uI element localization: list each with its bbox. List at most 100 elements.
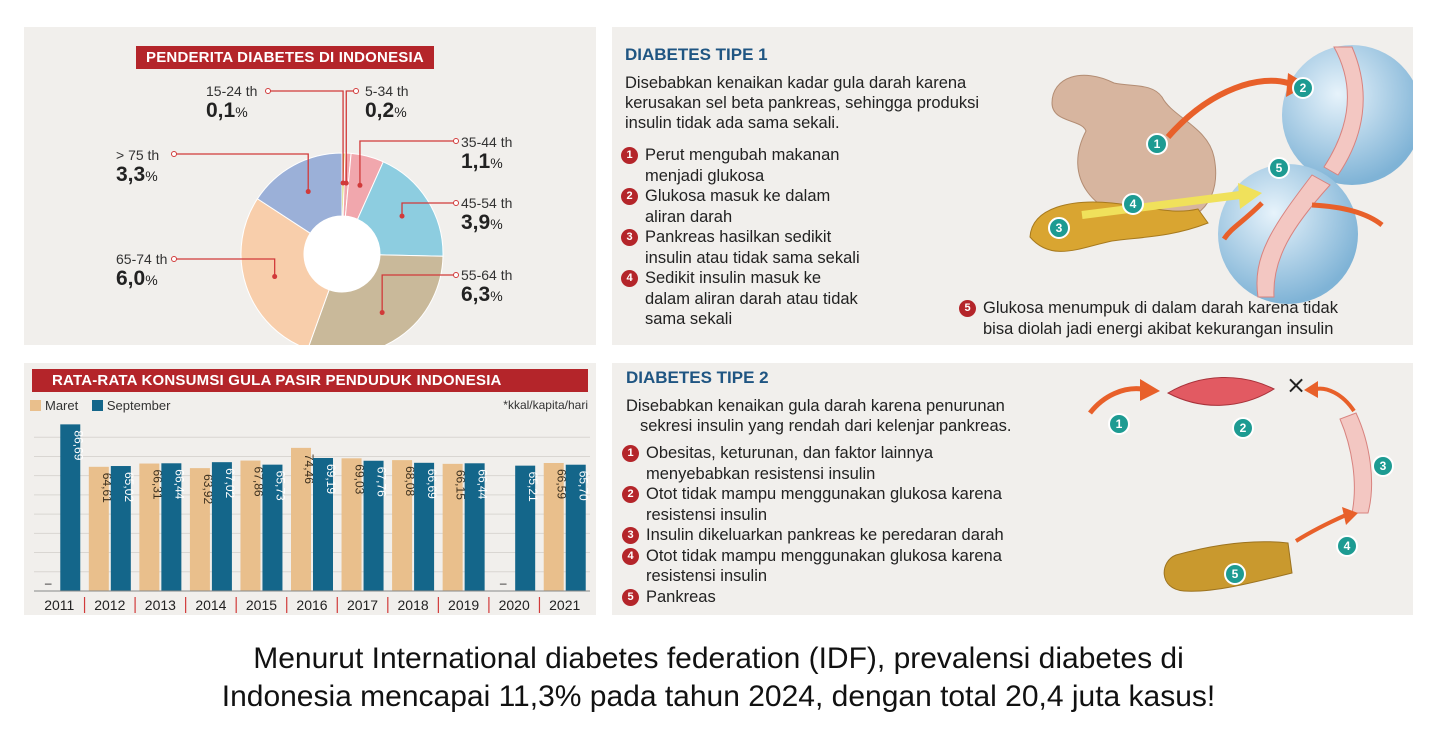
unit-note: *kkal/kapita/hari (503, 398, 588, 412)
x-tick-label: 2021 (549, 597, 580, 613)
type2-step-2: 2 Otot tidak mampu menggunakan glukosa ka… (622, 484, 1004, 525)
x-tick-label: 2013 (145, 597, 176, 613)
bars-title: RATA-RATA KONSUMSI GULA PASIR PENDUDUK I… (32, 369, 588, 392)
marker-5: 5 (1268, 157, 1290, 179)
bar-september-2015 (262, 464, 283, 591)
type1-step-5: 5 Glukosa menumpuk di dalam darah karena … (959, 298, 1338, 339)
donut-title: PENDERITA DIABETES DI INDONESIA (136, 46, 434, 69)
bar-maret-2013 (139, 463, 160, 591)
type2-illustration (1088, 376, 1373, 592)
x-tick-label: 2015 (246, 597, 277, 613)
label-45-54: 45-54 th 3,9% (461, 195, 513, 234)
marker-t2-1: 1 (1108, 413, 1130, 435)
pancreas-shape (1029, 201, 1209, 252)
marker-4: 4 (1122, 193, 1144, 215)
bar-label: 65,73 (273, 471, 287, 501)
type1-illustration (1029, 45, 1413, 304)
bar-label: 67,76 (375, 467, 389, 497)
arrow-head-2 (1238, 183, 1262, 209)
marker-3: 3 (1048, 217, 1070, 239)
bar-maret-2014 (189, 468, 210, 591)
bar-label: 65,02 (122, 472, 136, 502)
leader-line (357, 138, 459, 188)
type1-description: Disebabkan kenaikan kadar gula darah kar… (625, 74, 980, 132)
x-tick-label: 2018 (398, 597, 429, 613)
type2-heading: DIABETES TIPE 2 (626, 368, 769, 387)
marker-t2-3: 3 (1372, 455, 1394, 477)
bar-label: 66,15 (454, 470, 468, 500)
diabetes-type1-panel: DIABETES TIPE 1 Disebabkan kenaikan kada… (612, 27, 1413, 345)
bar-september-2017 (363, 460, 384, 591)
bar-maret-2019 (442, 463, 463, 591)
type2-step-1: 1 Obesitas, keturunan, dan faktor lainnya… (622, 443, 1004, 484)
arrow-obesity (1088, 386, 1143, 415)
bar-september-2014 (211, 462, 232, 591)
bar-september-2011 (60, 424, 81, 591)
bar-september-2012 (110, 466, 131, 591)
bar-label-empty: – (45, 576, 52, 590)
bar-label: 66,44 (476, 469, 490, 499)
bar-chart: – 86,69 2011 64,61 65,02 2012 66,31 66,44 2013 63… (34, 424, 591, 613)
label-5-34: 5-34 th 0,2% (365, 83, 409, 122)
marker-t2-5: 5 (1224, 563, 1246, 585)
x-tick-label: 2020 (499, 597, 530, 613)
leader-line (343, 88, 359, 186)
x-tick-label: 2014 (195, 597, 226, 613)
bar-maret-2016 (291, 447, 311, 591)
sugar-consumption-panel: RATA-RATA KONSUMSI GULA PASIR PENDUDUK I… (24, 363, 596, 615)
type1-step-2: 2 Glukosa masuk ke dalam aliran darah (621, 186, 860, 227)
arrow-out-right (1311, 202, 1384, 227)
bar-label: 66,44 (172, 469, 186, 499)
x-tick-label: 2017 (347, 597, 378, 613)
bar-label: 69,19 (324, 464, 338, 494)
arrow-head-muscle (1304, 381, 1318, 398)
type1-steps: 1 Perut mengubah makanan menjadi glukosa 2… (621, 145, 860, 330)
label-55-64: 55-64 th 6,3% (461, 267, 513, 306)
bar-label-empty: – (500, 576, 507, 590)
type1-heading: DIABETES TIPE 1 (625, 45, 768, 64)
bar-label: 86,69 (71, 430, 85, 460)
bar-label: 67,02 (223, 468, 237, 498)
arrow-insulin (1081, 191, 1241, 219)
caption-line-2: Indonesia mencapai 11,3% pada tahun 2024… (221, 680, 1216, 713)
arrow-to-muscle (1315, 386, 1356, 413)
label-15-24: 15-24 th 0,1% (206, 83, 258, 122)
legend-september: September (91, 398, 170, 413)
label-over-75: > 75 th 3,3% (116, 147, 160, 186)
x-tick-label: 2019 (448, 597, 479, 613)
diabetes-type2-panel: DIABETES TIPE 2 Disebabkan kenaikan gula… (612, 363, 1413, 615)
bar-label: 74,46 (302, 454, 316, 484)
bar-maret-2017 (341, 458, 362, 591)
type2-description: Disebabkan kenaikan gula darah karena pe… (626, 397, 1012, 435)
arrow-head-obesity (1140, 379, 1160, 401)
bar-label: 66,69 (425, 469, 439, 499)
bar-september-2013 (161, 463, 182, 591)
bar-maret-2021 (543, 462, 564, 591)
type2-step-5: 5 Pankreas (622, 587, 1004, 608)
marker-1: 1 (1146, 133, 1168, 155)
caption: Menurut International diabetes federatio… (0, 640, 1437, 716)
bar-maret-2018 (392, 460, 413, 591)
bar-label: 69,03 (353, 464, 367, 494)
bar-label: 66,31 (150, 470, 164, 500)
type2-step-3: 3 Insulin dikeluarkan pankreas ke peredar… (622, 525, 1004, 546)
x-tick-label: 2012 (94, 597, 125, 613)
marker-t2-4: 4 (1336, 535, 1358, 557)
vessel-bottom (1256, 174, 1331, 298)
label-35-44: 35-44 th 1,1% (461, 134, 513, 173)
marker-t2-2: 2 (1232, 417, 1254, 439)
donut-slice-45-54-th (356, 161, 444, 257)
bar-september-2020 (515, 465, 536, 591)
bar-september-2021 (565, 464, 586, 591)
caption-line-1: Menurut International diabetes federatio… (253, 642, 1184, 675)
bar-september-2019 (464, 463, 485, 591)
bar-september-2016 (313, 458, 333, 591)
vessel-shape (1339, 412, 1373, 514)
arrow-out-left (1221, 201, 1264, 241)
donut-hole (304, 216, 380, 292)
type1-step-1: 1 Perut mengubah makanan menjadi glukosa (621, 145, 860, 186)
legend-maret: Maret (30, 398, 78, 413)
donut-slice-65-74-th (240, 198, 330, 345)
marker-2: 2 (1292, 77, 1314, 99)
leader-line (399, 200, 459, 219)
